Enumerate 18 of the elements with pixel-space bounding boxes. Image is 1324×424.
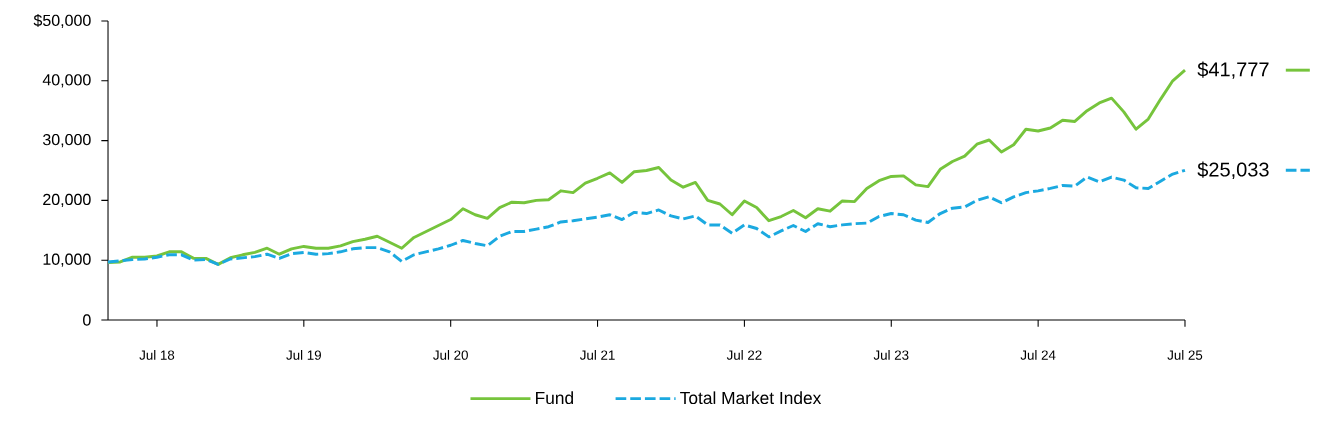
- x-tick-label: Jul 23: [873, 350, 909, 360]
- y-tick-label: 40,000: [42, 74, 91, 88]
- x-tick-label: Jul 24: [1020, 350, 1056, 360]
- y-tick-label: 30,000: [42, 133, 91, 148]
- x-tick-label: Jul 20: [433, 350, 468, 360]
- x-tick-label: Jul 21: [579, 350, 615, 360]
- annotation: $41,777: [1197, 61, 1269, 79]
- x-tick-label: Jul 25: [1167, 350, 1203, 360]
- y-tick-label: 0: [83, 314, 91, 326]
- y-tick-label: $50,000: [33, 14, 91, 28]
- x-tick-label: Jul 22: [726, 350, 762, 360]
- x-tick-label: Jul 18: [139, 350, 175, 360]
- annotation: $25,033: [1197, 161, 1269, 179]
- y-tick-label: 10,000: [43, 253, 91, 267]
- y-tick-label: 20,000: [43, 193, 91, 207]
- x-tick-label: Jul 19: [286, 350, 321, 360]
- legend-label: Fund: [536, 391, 574, 405]
- legend-label: Total Market Index: [680, 391, 822, 405]
